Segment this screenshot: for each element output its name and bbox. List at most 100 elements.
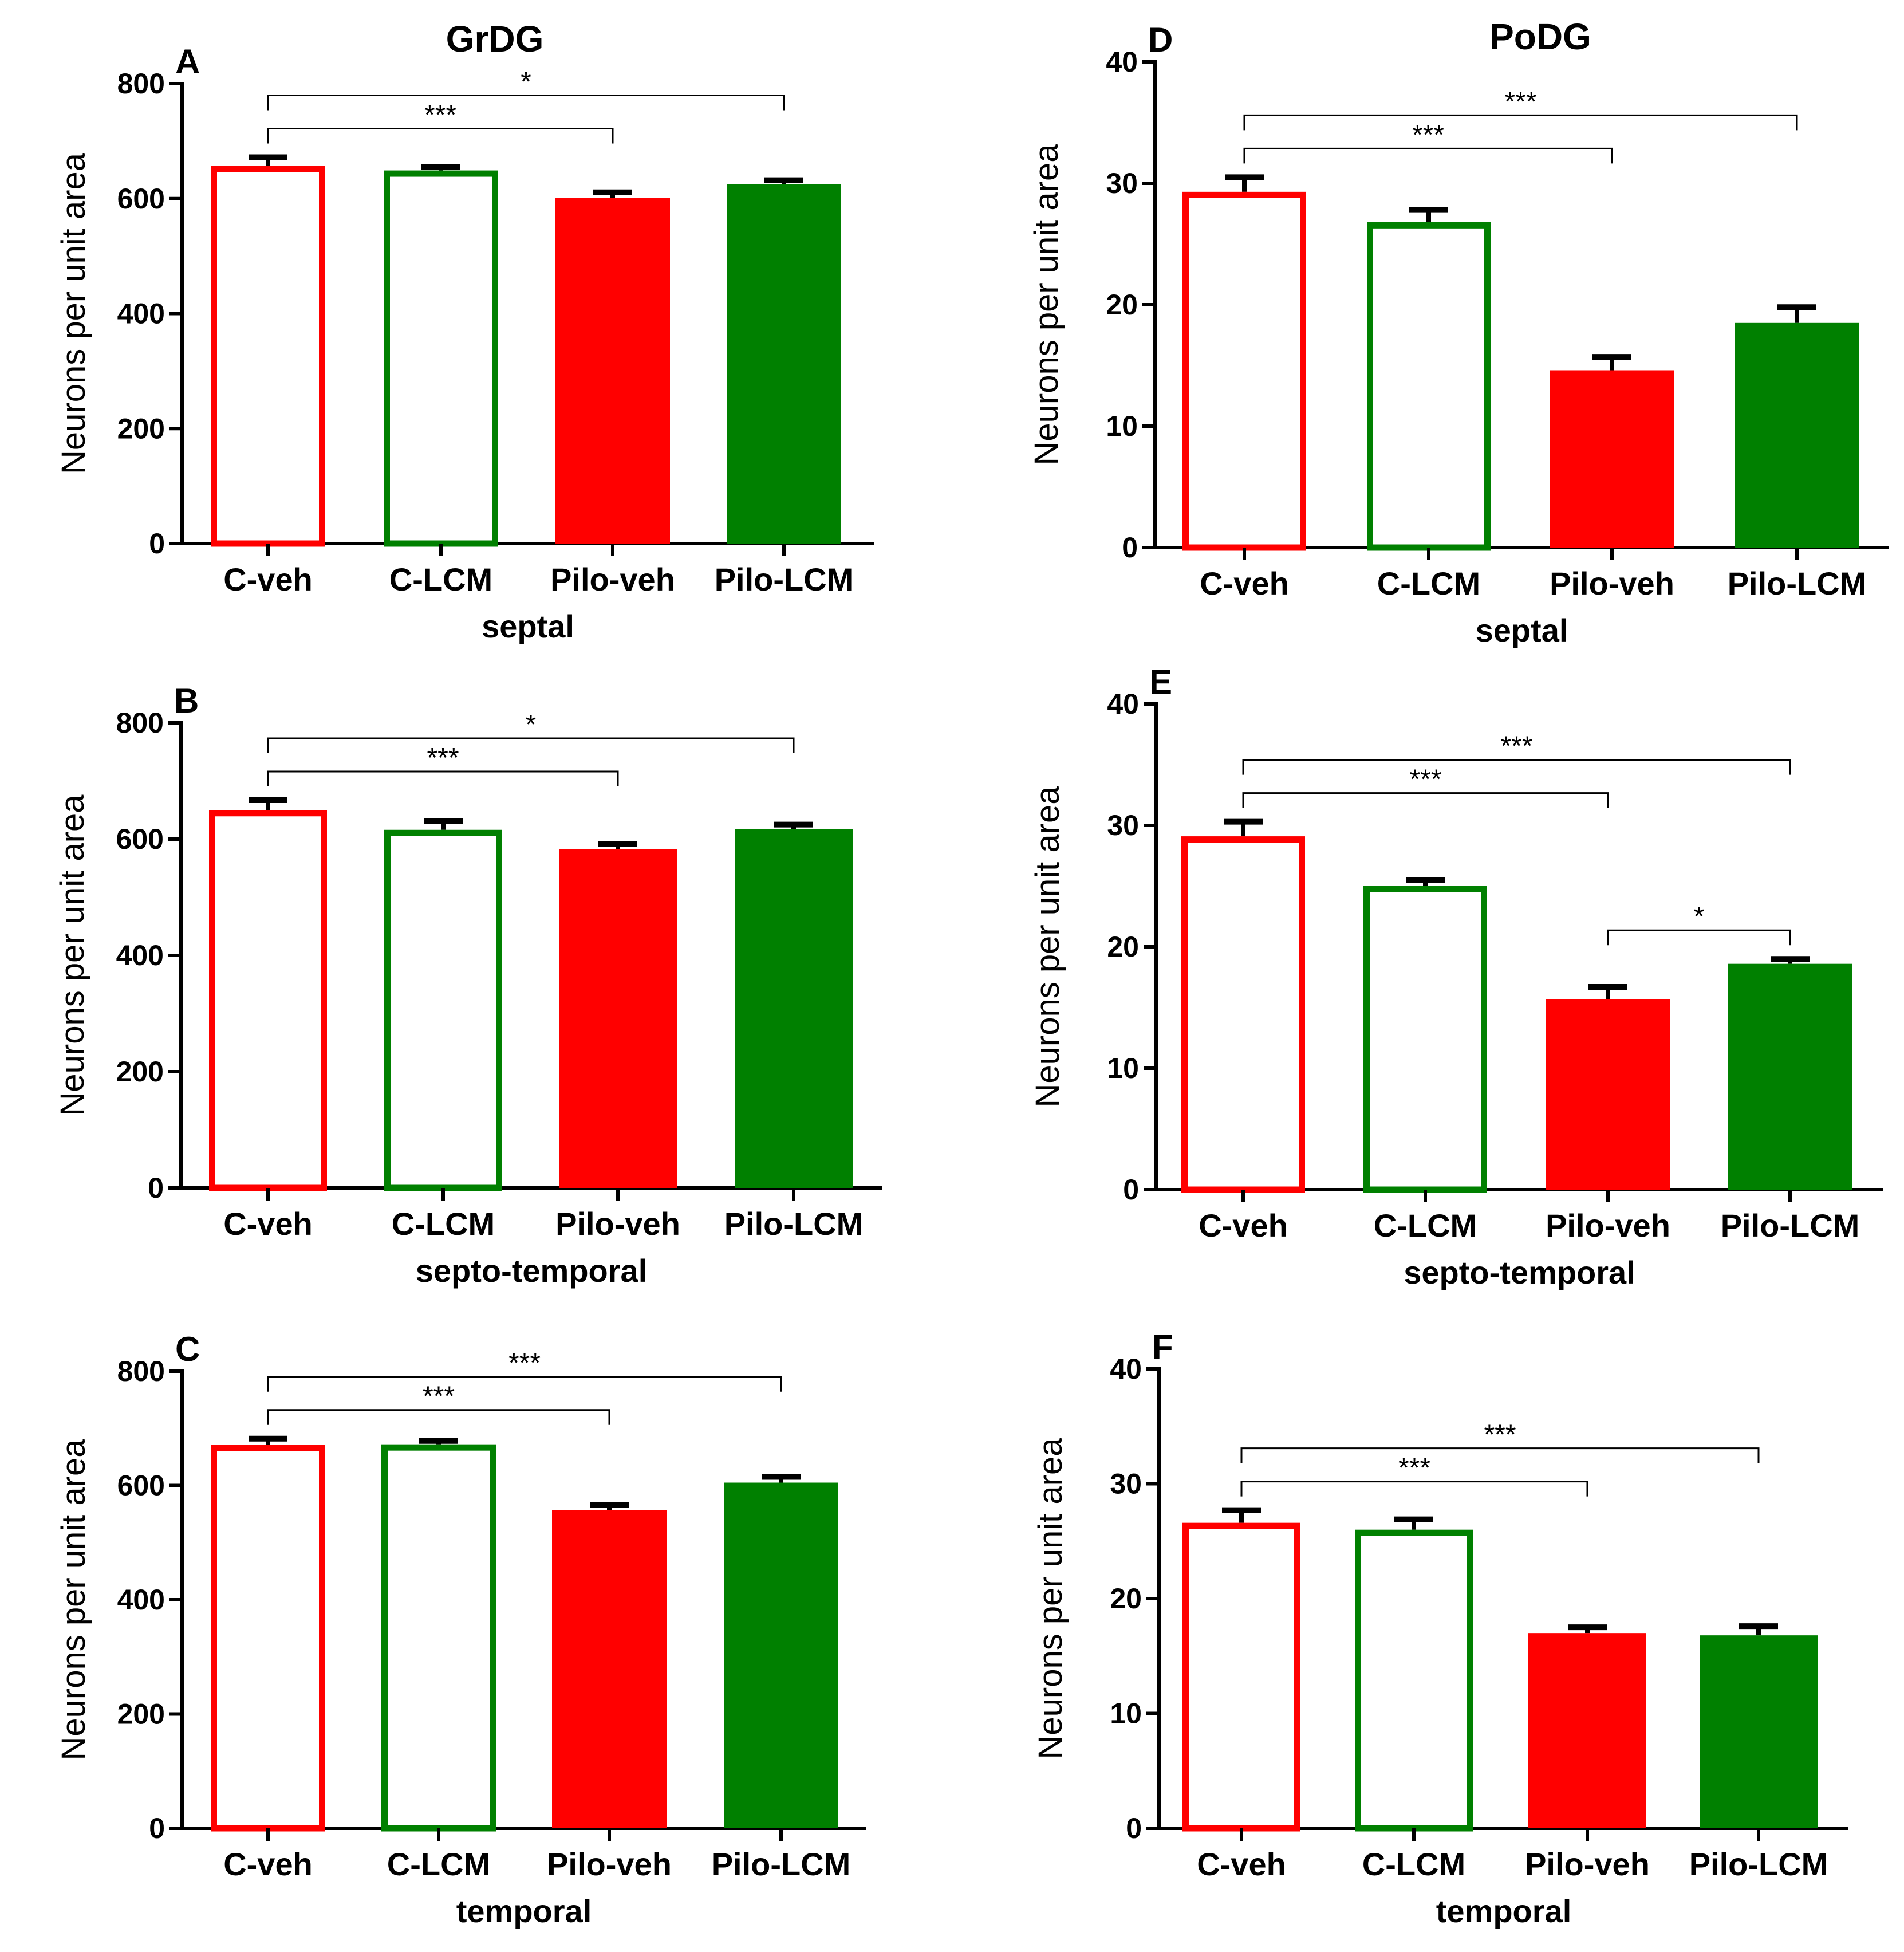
chart-panel-F: F 0 10 20 30 40 Neurons per unit area C-veh C-LC… [1032,1328,1848,1929]
chart-panel-E: E 0 10 20 30 40 Neurons per unit area C-veh C-LC… [1029,663,1883,1290]
x-axis-label: temporal [456,1893,592,1929]
y-tick-label: 0 [1123,1174,1139,1206]
significance-label: *** [427,743,459,773]
significance-label: * [1694,902,1705,932]
bar-c-veh [1182,191,1306,551]
y-tick-label: 400 [116,939,164,971]
x-tick-label: C-LCM [1377,565,1480,601]
x-axis-label: temporal [1436,1893,1572,1929]
y-tick-label: 20 [1106,289,1138,321]
significance-label: * [521,66,531,97]
y-tick-label: 800 [116,707,164,739]
y-tick-label: 0 [148,1172,164,1204]
y-axis-label: Neurons per unit area [1029,786,1066,1108]
bar-pilo-lcm [1700,1635,1818,1828]
y-tick-label: 400 [117,1584,165,1616]
x-tick-label: Pilo-veh [555,1206,680,1242]
bar-c-lcm [384,170,498,547]
x-tick-label: C-veh [223,1846,313,1882]
y-axis-label: Neurons per unit area [1032,1438,1069,1760]
x-tick-label: C-veh [1197,1846,1286,1882]
y-tick-label: 0 [1126,1812,1142,1844]
x-tick-label: Pilo-LCM [724,1206,864,1242]
significance-bracket [1240,1447,1760,1463]
y-axis-label: Neurons per unit area [54,794,91,1116]
x-tick-label: Pilo-veh [1550,565,1674,601]
y-tick-label: 40 [1107,688,1139,720]
x-axis-label: septo-temporal [1404,1254,1635,1290]
y-tick-label: 800 [117,68,165,100]
panel-letter: F [1152,1328,1173,1366]
bar-c-veh [209,810,327,1191]
chart-panel-B: B 0 200 400 600 800 Neurons per unit area C-veh… [54,682,882,1289]
significance-label: *** [424,100,456,130]
x-tick-label: Pilo-LCM [712,1846,851,1882]
significance-bracket [267,127,614,144]
bar-c-veh [211,166,325,547]
panel-letter: A [175,42,200,81]
y-tick-label: 0 [1122,532,1138,564]
bar-pilo-lcm [727,184,841,544]
bar-c-lcm [1355,1529,1473,1832]
bar-c-lcm [1363,886,1487,1193]
significance-label: *** [1504,86,1536,117]
x-tick-label: Pilo-LCM [1689,1846,1828,1882]
significance-bracket [267,1409,610,1425]
y-tick-label: 0 [149,528,165,560]
y-tick-label: 600 [117,1470,165,1502]
x-tick-label: Pilo-veh [550,561,675,597]
bar-c-lcm [384,829,502,1191]
y-tick-label: 200 [117,1698,165,1730]
y-tick-label: 40 [1110,1353,1142,1385]
bar-pilo-lcm [1735,322,1859,548]
significance-bracket [1243,114,1798,131]
y-tick-label: 200 [117,412,165,444]
significance-label: *** [1398,1453,1430,1483]
y-tick-label: 200 [116,1056,164,1088]
y-tick-label: 10 [1106,410,1138,442]
bar-c-veh [1182,1522,1300,1832]
y-tick-label: 40 [1106,46,1138,78]
bar-pilo-veh [552,1510,667,1828]
x-tick-label: Pilo-veh [547,1846,672,1882]
y-axis-label: Neurons per unit area [1028,144,1065,466]
significance-bracket [1243,147,1613,164]
y-tick-label: 0 [149,1812,165,1844]
significance-label: *** [508,1348,541,1379]
bar-pilo-veh [1528,1633,1646,1828]
y-tick-label: 30 [1110,1468,1142,1500]
x-tick-label: C-veh [223,561,313,597]
y-tick-label: 20 [1110,1583,1142,1615]
chart-panel-C: C 0 200 400 600 800 Neurons per unit area C-veh… [55,1330,866,1929]
significance-bracket [267,770,619,786]
significance-bracket [1242,759,1791,775]
bar-c-veh [211,1445,325,1832]
bar-c-lcm [1367,222,1491,551]
x-tick-label: C-LCM [1362,1846,1465,1882]
significance-bracket [267,737,795,753]
x-axis-label: septo-temporal [416,1253,648,1289]
significance-label: * [526,710,537,740]
y-tick-label: 800 [117,1355,165,1387]
panel-letter: C [175,1330,200,1368]
x-tick-label: Pilo-LCM [1728,565,1867,601]
significance-label: *** [1409,765,1441,795]
significance-label: *** [1412,120,1444,150]
panel-letter: B [174,682,199,720]
bar-pilo-veh [1546,999,1670,1190]
y-tick-label: 30 [1107,809,1139,841]
significance-label: *** [1484,1420,1516,1450]
significance-bracket [267,94,785,111]
y-tick-label: 10 [1107,1052,1139,1084]
y-tick-label: 20 [1107,931,1139,963]
x-tick-label: Pilo-LCM [1721,1207,1860,1243]
significance-bracket [1240,1481,1588,1497]
y-tick-label: 400 [117,298,165,330]
significance-bracket [1607,929,1791,946]
column-title: GrDG [446,18,544,60]
y-tick-label: 600 [117,183,165,215]
x-axis-label: septal [1476,612,1568,648]
x-tick-label: C-LCM [389,561,492,597]
bar-c-lcm [381,1444,496,1832]
